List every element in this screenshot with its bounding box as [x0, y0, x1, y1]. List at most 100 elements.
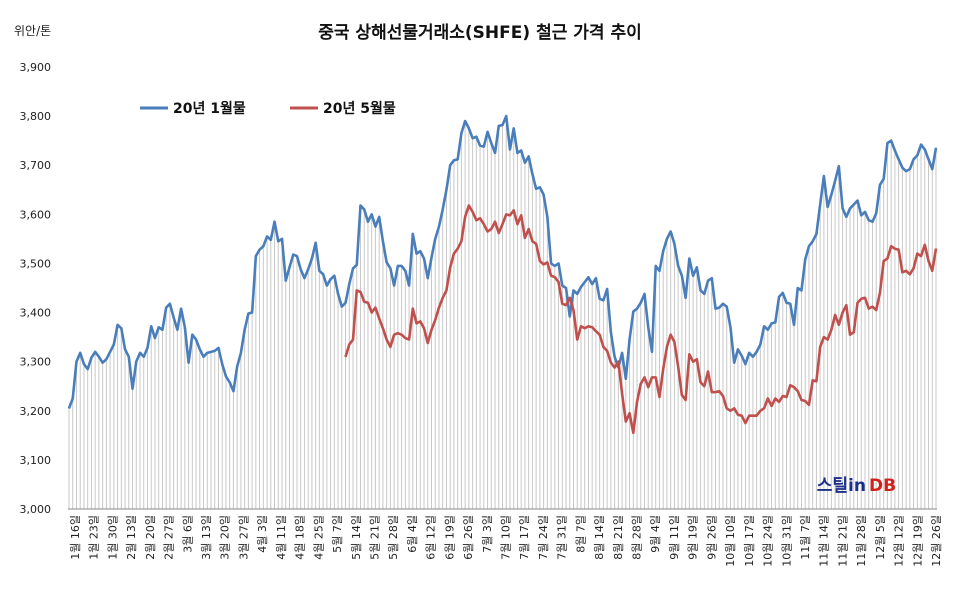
- data-point: [352, 338, 354, 341]
- data-point: [393, 334, 395, 336]
- data-point: [763, 325, 765, 327]
- data-point: [830, 329, 832, 331]
- data-point: [812, 379, 814, 381]
- data-point: [614, 366, 616, 369]
- data-point: [883, 178, 885, 180]
- data-point: [916, 253, 918, 255]
- x-tick-label: 2월 13일: [124, 515, 138, 560]
- data-point: [270, 239, 272, 241]
- data-point: [759, 343, 761, 346]
- data-point: [173, 316, 175, 319]
- x-tick-label: 10월 24일: [761, 515, 775, 567]
- data-point: [711, 277, 713, 279]
- data-point: [554, 276, 556, 278]
- data-point: [247, 312, 249, 315]
- data-point: [718, 307, 720, 309]
- data-point: [849, 207, 851, 210]
- data-point: [546, 216, 548, 218]
- data-point: [714, 308, 717, 310]
- data-point: [643, 293, 646, 295]
- data-point: [834, 314, 836, 316]
- data-point: [161, 329, 164, 331]
- data-point: [647, 386, 649, 388]
- data-point: [434, 238, 436, 240]
- data-point: [868, 308, 870, 310]
- data-point: [621, 352, 623, 354]
- data-point: [453, 159, 455, 161]
- data-point: [778, 296, 780, 298]
- data-point: [834, 180, 836, 182]
- data-point: [685, 297, 687, 299]
- data-point: [685, 399, 687, 401]
- data-point: [389, 267, 391, 269]
- x-tick-label: 8월 21일: [611, 515, 625, 560]
- y-tick-label: 3,400: [20, 307, 52, 320]
- data-point: [509, 148, 511, 151]
- x-tick-label: 7월 31일: [555, 515, 569, 560]
- data-point: [528, 155, 530, 157]
- data-point: [628, 412, 631, 414]
- data-point: [307, 268, 309, 270]
- data-point: [860, 214, 862, 216]
- data-point: [658, 270, 661, 272]
- data-point: [505, 213, 507, 215]
- data-point: [920, 255, 922, 257]
- data-point: [423, 327, 425, 329]
- data-point: [546, 261, 548, 264]
- x-tick-label: 12월 26일: [929, 515, 943, 567]
- data-point: [647, 326, 649, 328]
- data-point: [356, 289, 358, 292]
- data-point: [169, 303, 171, 305]
- data-point: [486, 230, 489, 233]
- y-tick-label: 3,300: [20, 356, 52, 369]
- x-tick-label: 5월 21일: [367, 515, 381, 560]
- y-axis-ticks: 3,000 3,100 3,200 3,300 3,400 3,500 3,600 3,700…: [20, 61, 52, 516]
- data-point: [894, 248, 896, 250]
- x-tick-label: 9월 19일: [686, 515, 700, 560]
- data-point: [741, 355, 743, 357]
- data-point: [105, 358, 107, 360]
- data-point: [229, 381, 231, 383]
- data-point: [640, 383, 642, 385]
- data-point: [905, 270, 907, 272]
- data-point: [180, 308, 182, 310]
- data-point: [752, 415, 754, 417]
- data-point: [378, 216, 380, 218]
- data-point: [890, 245, 892, 247]
- data-point: [490, 228, 492, 230]
- data-point: [767, 329, 769, 331]
- data-point: [430, 329, 433, 331]
- data-point: [599, 298, 601, 300]
- x-tick-label: 9월 11일: [667, 515, 681, 560]
- data-point: [505, 115, 507, 117]
- x-tick-label: 8월 7일: [573, 515, 587, 553]
- data-point: [531, 173, 533, 175]
- data-point: [158, 326, 160, 328]
- data-point: [909, 273, 911, 275]
- data-point: [677, 365, 679, 368]
- data-point: [655, 376, 657, 378]
- data-point: [266, 235, 268, 238]
- data-point: [262, 245, 264, 247]
- data-point: [804, 258, 806, 261]
- data-point: [733, 362, 735, 364]
- x-tick-label: 4월 3일: [255, 515, 269, 553]
- data-point: [614, 356, 616, 358]
- data-point: [868, 219, 870, 221]
- data-point: [793, 386, 795, 388]
- data-point: [625, 378, 627, 380]
- data-point: [853, 203, 855, 206]
- chart-title: 중국 상해선물거래소(SHFE) 철근 가격 추이: [318, 23, 642, 43]
- x-tick-label: 4월 18일: [293, 515, 307, 560]
- data-point: [606, 350, 608, 352]
- data-point: [595, 277, 597, 279]
- data-point: [550, 275, 552, 277]
- data-point: [729, 326, 732, 328]
- data-point: [236, 365, 238, 368]
- data-point: [901, 167, 903, 169]
- data-point: [217, 347, 220, 349]
- data-point: [785, 302, 788, 304]
- data-point: [303, 277, 306, 279]
- x-tick-label: 5월 7일: [330, 515, 344, 553]
